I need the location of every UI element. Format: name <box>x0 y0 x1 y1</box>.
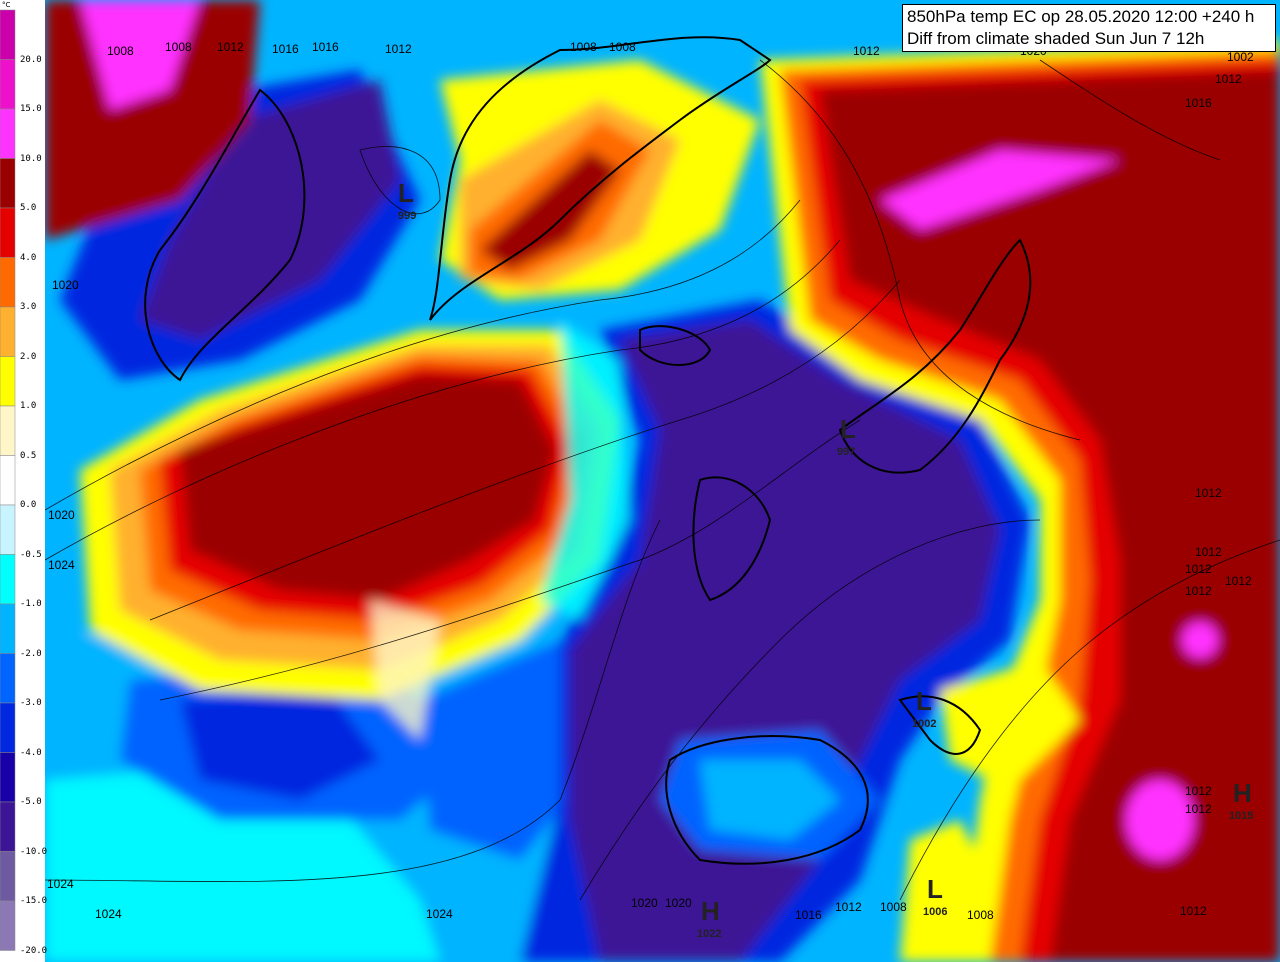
legend-tick-label: -1.0 <box>20 599 42 609</box>
isobar-label: 1012 <box>1195 486 1222 500</box>
legend-unit: °C <box>2 1 11 9</box>
legend-swatch <box>0 554 16 605</box>
isobar-label: 1020 <box>631 896 658 910</box>
legend-swatch <box>0 158 16 209</box>
isobar-lines <box>45 59 1280 901</box>
legend-swatch <box>0 207 16 258</box>
isobar-label: 1012 <box>853 44 880 58</box>
legend-tick-label: 5.0 <box>20 203 37 213</box>
legend-swatch <box>0 356 16 407</box>
low-pressure-value: 1006 <box>923 906 948 918</box>
low-pressure-value: 997 <box>837 446 856 458</box>
isobar-label: 1008 <box>165 40 192 54</box>
low-pressure-value: 999 <box>398 210 417 222</box>
legend-swatch <box>0 752 16 803</box>
legend-tick-label: 0.0 <box>20 500 37 510</box>
legend-tick-label: -15.0 <box>20 896 48 906</box>
legend-tick-label: 2.0 <box>20 351 37 362</box>
legend-swatch <box>0 603 16 654</box>
isobar-label: 1002 <box>1227 50 1254 64</box>
isobar-label: 1024 <box>48 558 75 572</box>
isobar-label: 1012 <box>1185 562 1212 576</box>
legend-tick-label: 15.0 <box>20 104 42 114</box>
low-pressure-marker: L <box>398 178 414 208</box>
legend-tick-label: -4.0 <box>20 747 42 758</box>
isobar-label: 1016 <box>312 40 339 54</box>
legend-swatch <box>0 257 16 308</box>
isobar-label: 1012 <box>1215 72 1242 86</box>
legend-tick-label: -2.0 <box>20 648 42 659</box>
isobar-label: 1012 <box>385 42 412 56</box>
legend-tick-label: -0.5 <box>20 549 42 560</box>
legend-swatch <box>0 108 16 159</box>
legend-swatch <box>0 851 16 902</box>
low-pressure-value: 1002 <box>912 718 937 730</box>
legend-swatch <box>0 653 16 704</box>
temperature-anomaly-map: 1008 1008 1012 1016 1016 1012 1008 1008 … <box>45 0 1280 962</box>
legend-swatch <box>0 9 16 60</box>
isobar-label: 1020 <box>52 278 79 292</box>
map-title-box: 850hPa temp EC op 28.05.2020 12:00 +240 … <box>902 4 1276 52</box>
isobar-label: 1024 <box>47 877 74 891</box>
isobar-label: 1012 <box>1195 545 1222 559</box>
isobar-label: 1008 <box>967 908 994 922</box>
isobar-label: 1020 <box>665 896 692 910</box>
isobar-label: 1012 <box>1185 584 1212 598</box>
legend-tick-label: -10.0 <box>20 846 48 857</box>
legend-tick-label: 10.0 <box>20 153 42 164</box>
color-scale-legend: °C 20.0 15.0 10.0 5.0 4.0 3.0 2.0 1.0 0.5 0.0 -0.5… <box>0 0 48 962</box>
isobar-label: 1012 <box>1180 904 1207 918</box>
isobar-label: 1008 <box>880 900 907 914</box>
legend-swatch <box>0 900 16 951</box>
isobar-label: 1024 <box>426 907 453 921</box>
isobar-label: 1012 <box>217 40 244 54</box>
legend-swatch <box>0 306 16 357</box>
legend-swatch <box>0 405 16 456</box>
legend-tick-label: 4.0 <box>20 252 37 263</box>
legend-color-bar <box>0 9 16 951</box>
legend-tick-label: 1.0 <box>20 401 37 411</box>
legend-swatch <box>0 801 16 852</box>
legend-tick-label: 0.5 <box>20 450 37 461</box>
isobar-label: 1008 <box>609 40 636 54</box>
high-pressure-value: 1015 <box>1229 810 1254 822</box>
isobar-label: 1012 <box>1185 802 1212 816</box>
isobar-label: 1008 <box>570 40 597 54</box>
isobar-label: 1008 <box>107 44 134 58</box>
isobar-label: 1016 <box>1185 96 1212 110</box>
low-pressure-marker: L <box>927 874 943 904</box>
anomaly-field <box>45 0 1280 962</box>
low-pressure-marker: L <box>916 686 932 716</box>
legend-tick-label: 3.0 <box>20 302 37 312</box>
legend-tick-label: -3.0 <box>20 698 42 708</box>
legend-tick-label: 20.0 <box>20 54 42 65</box>
legend-swatch <box>0 455 16 506</box>
legend-tick-label: -5.0 <box>20 797 42 807</box>
legend-swatch <box>0 702 16 753</box>
isobar-label: 1024 <box>95 907 122 921</box>
isobar-label: 1012 <box>1185 784 1212 798</box>
isobar-label: 1016 <box>272 42 299 56</box>
high-pressure-marker: H <box>701 896 720 926</box>
legend-tick-label: -20.0 <box>20 945 48 956</box>
legend-swatch <box>0 504 16 555</box>
isobar-label: 1012 <box>835 900 862 914</box>
high-pressure-marker: H <box>1233 778 1252 808</box>
isobar-label: 1016 <box>795 908 822 922</box>
legend-swatch <box>0 59 16 110</box>
map-title-line2: Diff from climate shaded Sun Jun 7 12h <box>907 29 1205 48</box>
isobar-label: 1020 <box>48 508 75 522</box>
isobar-label: 1012 <box>1225 574 1252 588</box>
low-pressure-marker: L <box>840 414 856 444</box>
map-title-line1: 850hPa temp EC op 28.05.2020 12:00 +240 … <box>907 7 1255 26</box>
high-pressure-value: 1022 <box>697 928 722 940</box>
coastlines <box>144 36 1032 865</box>
